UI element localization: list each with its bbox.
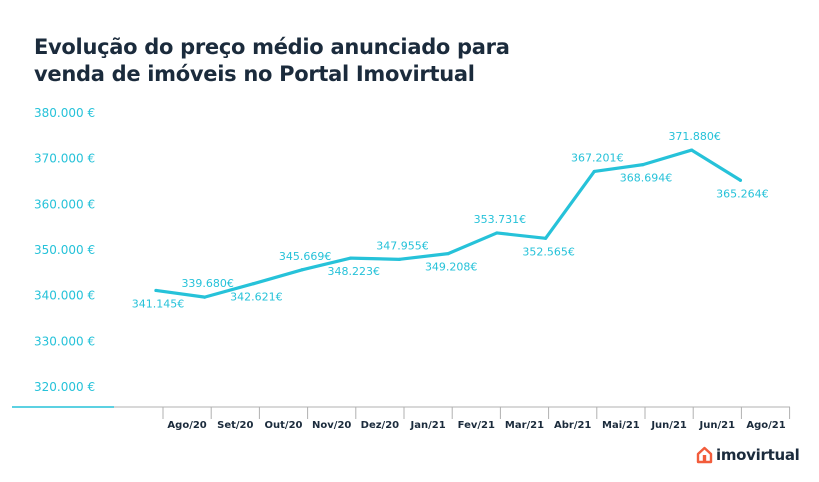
data-point: [641, 163, 645, 167]
y-tick-label: 330.000 €: [34, 334, 95, 348]
data-point: [203, 295, 207, 299]
data-label: 371.880€: [668, 130, 721, 143]
data-point: [738, 178, 743, 182]
x-tick-label: Fev/21: [458, 420, 495, 431]
x-tick-label: Set/20: [217, 420, 253, 431]
data-label: 339.680€: [181, 277, 234, 290]
chart-title-line-1: Evolução do preço médio anunciado para: [34, 35, 510, 59]
data-point: [251, 282, 255, 286]
data-point: [154, 288, 158, 293]
data-label: 365.264€: [716, 187, 769, 200]
data-label: 368.694€: [620, 172, 673, 185]
data-label: 352.565€: [522, 245, 575, 258]
brand-name: imovirtual: [716, 446, 800, 464]
x-tick-label: Jan/21: [410, 420, 446, 431]
data-point: [495, 231, 499, 235]
x-tick-label: Ago/21: [746, 420, 785, 431]
y-tick-label: 350.000 €: [34, 243, 95, 257]
y-tick-label: 370.000 €: [34, 152, 95, 166]
chart-title-line-2: venda de imóveis no Portal Imovirtual: [34, 62, 475, 86]
data-label: 353.731€: [474, 213, 527, 226]
x-tick-label: Jun/21: [650, 420, 687, 431]
x-tick-label: Jun/21: [699, 420, 736, 431]
data-label: 341.145€: [132, 297, 185, 310]
data-label: 349.208€: [425, 261, 478, 274]
data-point: [592, 169, 596, 174]
y-tick-label: 340.000 €: [34, 289, 95, 303]
y-tick-label: 320.000 €: [34, 380, 95, 394]
y-tick-label: 380.000 €: [34, 106, 95, 120]
data-point: [300, 268, 304, 272]
x-tick-label: Mai/21: [602, 420, 640, 431]
data-point: [544, 236, 548, 240]
data-point: [690, 148, 694, 152]
imovirtual-logo: imovirtual: [696, 446, 800, 464]
data-label: 367.201€: [571, 151, 624, 164]
data-point: [446, 252, 450, 256]
data-label: 345.669€: [279, 250, 332, 263]
imovirtual-house-logo-icon: [696, 446, 713, 464]
x-tick-label: Nov/20: [312, 420, 351, 431]
data-point: [397, 257, 402, 261]
x-tick-label: Abr/21: [554, 420, 591, 431]
y-tick-label: 360.000 €: [34, 197, 95, 211]
data-label: 342.621€: [230, 291, 283, 304]
data-label: 347.955€: [376, 239, 429, 252]
x-tick-label: Mar/21: [505, 420, 544, 431]
data-point: [349, 256, 353, 260]
x-tick-label: Out/20: [265, 420, 303, 431]
chart-title: Evolução do preço médio anunciado para v…: [34, 34, 554, 88]
x-tick-label: Ago/20: [167, 420, 206, 431]
data-label: 348.223€: [328, 265, 381, 278]
x-tick-label: Dez/20: [361, 420, 400, 431]
